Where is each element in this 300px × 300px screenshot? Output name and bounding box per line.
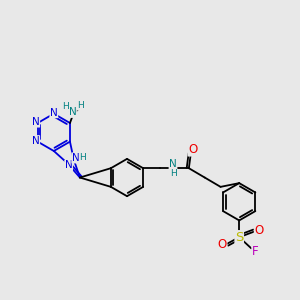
Text: N: N [69,107,76,117]
Text: H: H [79,153,86,162]
Text: N: N [32,136,40,146]
Text: O: O [188,143,197,156]
Text: H: H [77,101,84,110]
Text: O: O [218,238,227,251]
Text: N: N [50,108,58,118]
Text: H: H [62,102,69,111]
Text: F: F [252,245,259,258]
Text: S: S [235,231,243,244]
Text: N: N [65,160,73,170]
Text: O: O [254,224,264,237]
Text: N: N [32,117,40,127]
Text: H: H [169,169,176,178]
Text: N: N [169,159,177,169]
Text: N: N [72,153,80,163]
